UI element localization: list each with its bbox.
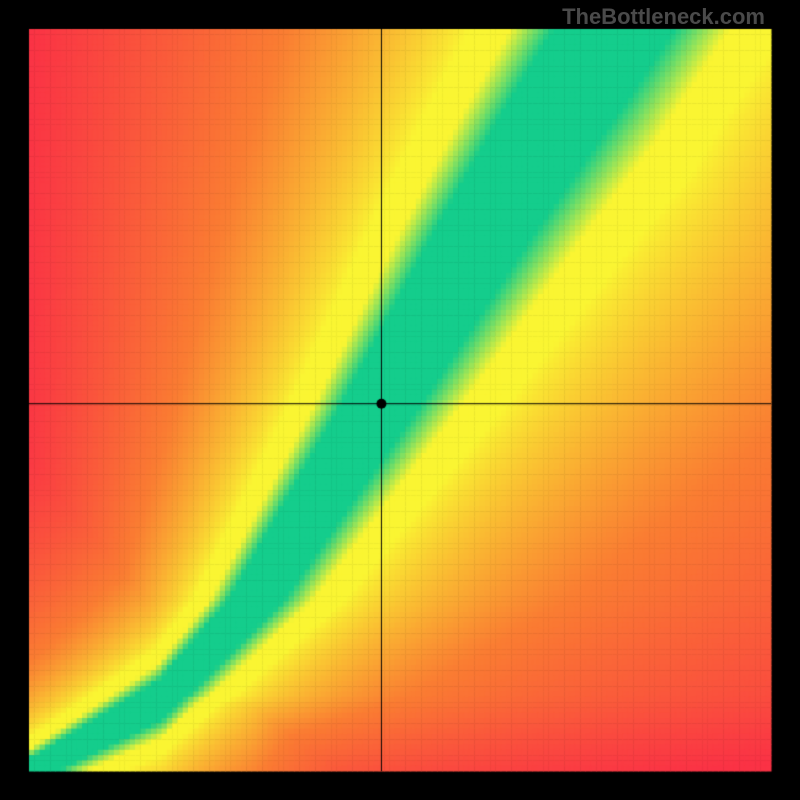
heatmap-canvas <box>0 0 800 800</box>
chart-container: TheBottleneck.com <box>0 0 800 800</box>
